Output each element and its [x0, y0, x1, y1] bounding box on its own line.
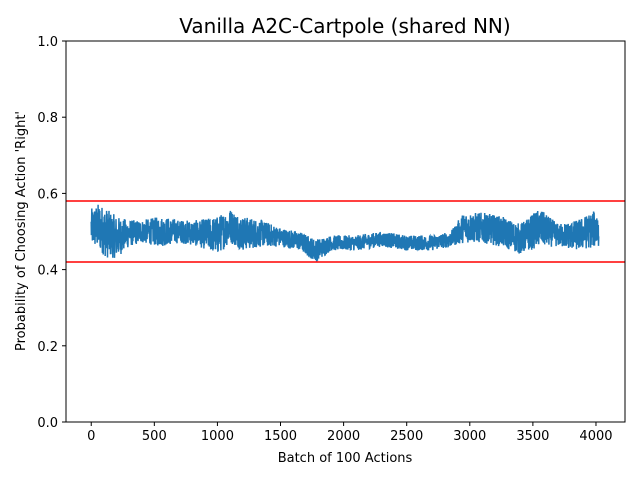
y-tick-label: 0.4 — [37, 264, 58, 279]
y-axis: 0.0 0.2 0.4 0.6 0.8 1.0 — [37, 35, 66, 431]
x-tick-label: 1500 — [264, 429, 297, 444]
x-tick-label: 2000 — [327, 429, 360, 444]
x-tick-label: 4000 — [579, 429, 612, 444]
x-axis-label: Batch of 100 Actions — [278, 451, 413, 466]
x-axis: 0 500 1000 1500 2000 2500 3000 3500 4000 — [87, 422, 613, 444]
x-tick-label: 1000 — [201, 429, 234, 444]
series-line — [90, 204, 600, 262]
x-tick-label: 2500 — [390, 429, 423, 444]
plot-area — [90, 204, 600, 262]
x-tick-label: 3000 — [453, 429, 486, 444]
y-tick-label: 0.6 — [37, 187, 58, 202]
x-tick-label: 0 — [87, 429, 95, 444]
chart-title: Vanilla A2C-Cartpole (shared NN) — [179, 14, 510, 38]
y-tick-label: 1.0 — [37, 35, 58, 50]
reference-lines — [66, 200, 625, 263]
axes-frame — [65, 40, 626, 423]
x-tick-label: 3500 — [516, 429, 549, 444]
y-tick-label: 0.2 — [37, 340, 58, 355]
y-axis-label: Probability of Choosing Action 'Right' — [14, 111, 29, 351]
y-tick-label: 0.8 — [37, 111, 58, 126]
y-tick-label: 0.0 — [37, 416, 58, 431]
x-tick-label: 500 — [142, 429, 167, 444]
